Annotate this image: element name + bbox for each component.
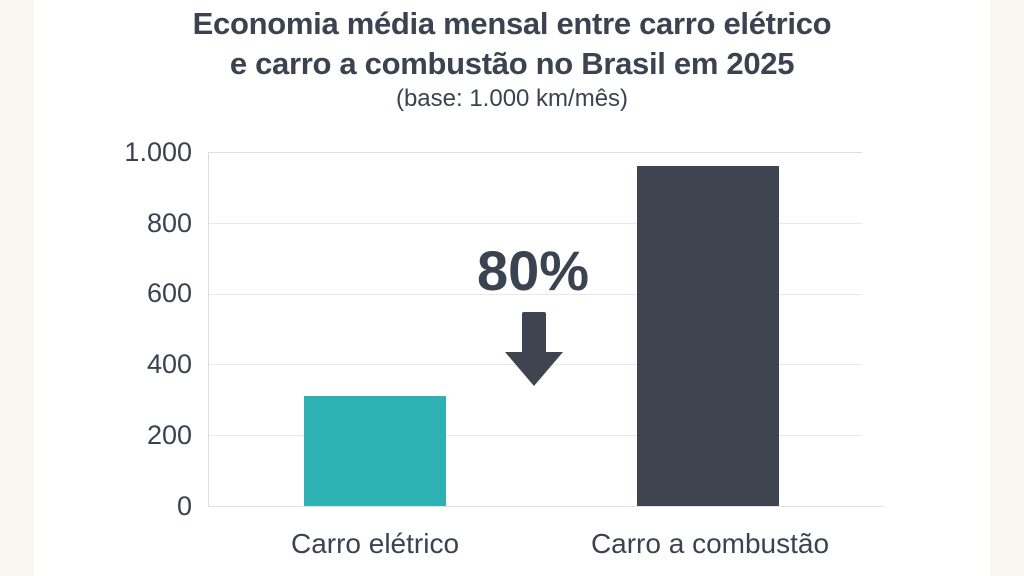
annotation-80-percent: 80% — [476, 239, 590, 302]
gridline-800 — [208, 223, 862, 224]
gridline-200 — [208, 435, 862, 436]
arrow-down-icon — [505, 312, 563, 386]
y-tick-label: 600 — [146, 278, 192, 308]
y-tick-label: 200 — [146, 420, 192, 450]
left-letterbox-strip — [0, 0, 34, 576]
x-axis-baseline — [208, 506, 884, 507]
y-tick-label: 400 — [146, 349, 192, 379]
chart-subtitle: (base: 1.000 km/mês) — [395, 85, 629, 112]
gridline-1000 — [208, 152, 862, 153]
chart-title-line-2: e carro a combustão no Brasil em 2025 — [229, 46, 795, 81]
chart-title-line-1: Economia média mensal entre carro elétri… — [192, 6, 832, 41]
plot-area — [208, 152, 862, 506]
y-tick-label: 800 — [146, 208, 192, 238]
y-tick-label: 1.000 — [124, 137, 192, 167]
bar-carro-eletrico — [304, 396, 446, 506]
bar-carro-combustao — [637, 166, 779, 506]
gridline-600 — [208, 294, 862, 295]
y-tick-label: 0 — [176, 491, 192, 521]
right-letterbox-strip — [990, 0, 1024, 576]
x-tick-label-carro-combustao: Carro a combustão — [590, 528, 830, 559]
x-tick-label-carro-eletrico: Carro elétrico — [290, 528, 460, 559]
